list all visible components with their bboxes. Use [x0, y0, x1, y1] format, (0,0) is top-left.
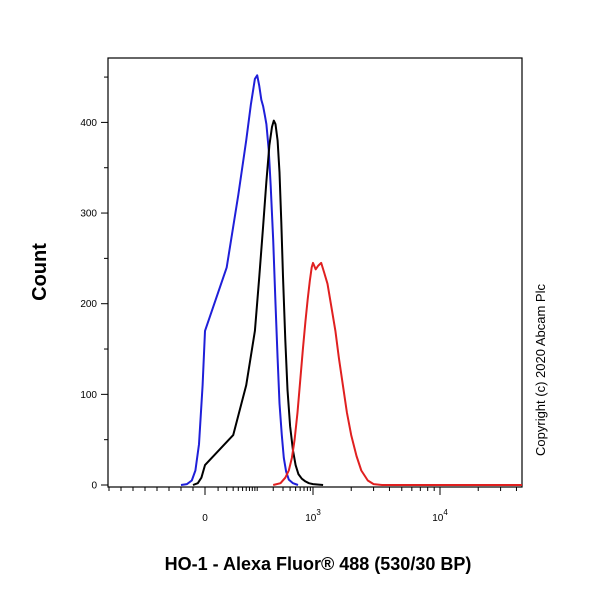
y-tick-label: 200 [80, 299, 97, 310]
series-line-3 [272, 261, 522, 486]
y-tick-label: 400 [80, 118, 97, 129]
copyright-notice: Copyright (c) 2020 Abcam Plc [533, 284, 548, 456]
x-tick-label: 0 [202, 513, 208, 524]
x-tick-label: 103 [305, 508, 321, 524]
x-axis-ticks [108, 487, 517, 495]
y-tick-label: 300 [80, 209, 97, 220]
x-axis-tick-labels: 0 103 104 [202, 508, 448, 524]
x-axis-title: HO-1 - Alexa Fluor® 488 (530/30 BP) [165, 554, 472, 574]
y-axis-ticks [101, 76, 108, 486]
y-tick-label: 100 [80, 390, 97, 401]
series-line-1 [180, 74, 299, 486]
series-line-2 [192, 119, 324, 486]
plot-frame [107, 57, 523, 488]
series-layer [180, 74, 522, 486]
y-tick-label: 0 [91, 481, 97, 492]
y-axis-tick-labels: 0 100 200 300 400 [80, 118, 97, 492]
y-axis-title: Count [29, 243, 51, 301]
x-tick-label: 104 [432, 508, 448, 524]
